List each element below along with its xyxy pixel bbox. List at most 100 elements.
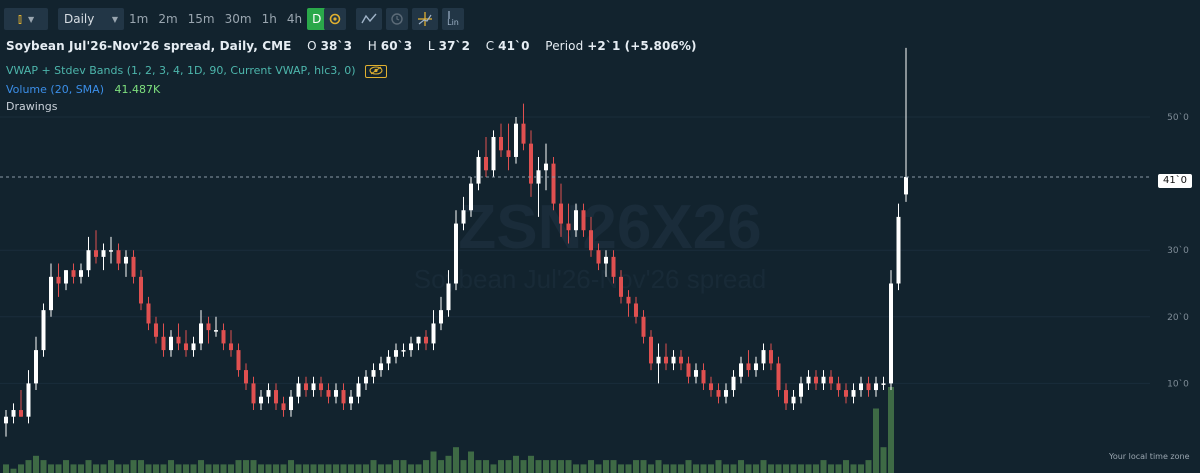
volume-bar xyxy=(603,460,609,473)
volume-bar xyxy=(250,460,257,473)
candle-body xyxy=(236,350,241,371)
volume-bar xyxy=(445,455,452,473)
interval-1m[interactable]: 1m xyxy=(129,12,149,26)
candle xyxy=(821,370,826,391)
low-label: L xyxy=(427,39,435,53)
candle-body xyxy=(371,370,376,377)
volume-bar xyxy=(93,464,99,473)
candle xyxy=(131,250,136,284)
candle xyxy=(109,236,113,264)
volume-legend[interactable]: Volume (20, SMA) 41.487K xyxy=(6,83,160,96)
volume-bar xyxy=(858,464,864,473)
drawings-legend[interactable]: Drawings xyxy=(6,100,57,113)
candle-body xyxy=(851,390,856,397)
candle xyxy=(851,383,856,404)
chart-style-button[interactable]: ⫾ ▼ xyxy=(4,8,48,30)
candle-body xyxy=(19,410,23,417)
candle xyxy=(844,383,848,404)
volume-bar xyxy=(190,464,197,473)
candle xyxy=(191,336,196,357)
crosshair-button[interactable] xyxy=(412,8,438,30)
price-tick-label: 20`0 xyxy=(1167,312,1189,323)
candle-body xyxy=(454,223,458,284)
volume-bar xyxy=(790,464,797,473)
price-tick-label: 30`0 xyxy=(1167,245,1189,256)
candle-body xyxy=(536,170,541,184)
candle xyxy=(236,343,241,377)
interval-30m[interactable]: 30m xyxy=(224,12,252,26)
interval-1h[interactable]: 1h xyxy=(261,12,277,26)
candle-body xyxy=(289,396,293,411)
volume-bar xyxy=(805,464,812,473)
volume-bar xyxy=(535,460,542,473)
candle xyxy=(154,316,158,344)
volume-bar xyxy=(295,464,302,473)
settings-button[interactable] xyxy=(324,8,346,30)
candle xyxy=(431,310,436,351)
candle-body xyxy=(469,183,473,211)
price-axis[interactable]: 10`0 20`0 30`0 50`0 xyxy=(1167,112,1189,389)
candle xyxy=(514,117,518,164)
interval-2m[interactable]: 2m xyxy=(158,12,178,26)
candle xyxy=(11,403,16,424)
candle xyxy=(859,376,863,397)
candle xyxy=(124,250,128,277)
candle xyxy=(161,323,166,357)
grid xyxy=(0,116,1150,384)
volume-bar xyxy=(423,460,429,473)
volume-bar xyxy=(48,464,54,473)
candle-body xyxy=(821,376,826,384)
indicators-button[interactable] xyxy=(356,8,382,30)
volume-bar xyxy=(820,460,827,473)
scale-button[interactable]: Lin xyxy=(442,8,464,30)
candle xyxy=(394,343,398,364)
candle-body xyxy=(529,143,533,184)
volume-bar xyxy=(175,464,182,473)
candle xyxy=(694,363,698,384)
volume-bar xyxy=(490,464,497,473)
candle-body xyxy=(866,383,871,391)
timeframe-select[interactable]: Daily ▼ xyxy=(58,8,124,30)
interval-d[interactable]: D xyxy=(307,8,327,30)
candle xyxy=(814,370,818,391)
candle xyxy=(866,376,871,397)
candle-body xyxy=(881,383,886,385)
candle xyxy=(446,270,451,317)
candle xyxy=(356,376,361,404)
candle xyxy=(656,343,661,384)
replay-button[interactable] xyxy=(386,8,408,30)
vwap-legend[interactable]: VWAP + Stdev Bands (1, 2, 3, 4, 1D, 90, … xyxy=(6,64,388,78)
volume-bar xyxy=(378,464,384,473)
volume-bar xyxy=(228,464,234,473)
candle xyxy=(461,196,466,231)
candle xyxy=(506,123,511,171)
candle-body xyxy=(461,210,466,224)
candle xyxy=(791,390,796,411)
volume-bar xyxy=(3,464,9,473)
volume-bar xyxy=(873,408,879,473)
candle-body xyxy=(596,250,601,264)
candle xyxy=(544,143,548,191)
volume-bar xyxy=(633,460,639,473)
candlesticks xyxy=(4,47,908,437)
candle xyxy=(349,390,353,411)
candle xyxy=(589,216,593,257)
volume-bar xyxy=(865,460,872,473)
candle-body xyxy=(551,163,556,204)
candle xyxy=(761,343,766,371)
candle-body xyxy=(776,363,781,391)
interval-15m[interactable]: 15m xyxy=(187,12,215,26)
candle xyxy=(881,376,886,391)
interval-4h[interactable]: 4h xyxy=(286,12,303,26)
volume-bar xyxy=(273,464,279,473)
candle xyxy=(716,383,721,404)
candle-body xyxy=(49,276,53,311)
visibility-toggle[interactable] xyxy=(365,64,388,78)
volume-bar xyxy=(588,460,594,473)
candle xyxy=(784,383,788,411)
candle xyxy=(326,383,331,404)
candle-body xyxy=(356,383,361,397)
candle-body xyxy=(904,176,908,195)
candle xyxy=(874,376,878,397)
